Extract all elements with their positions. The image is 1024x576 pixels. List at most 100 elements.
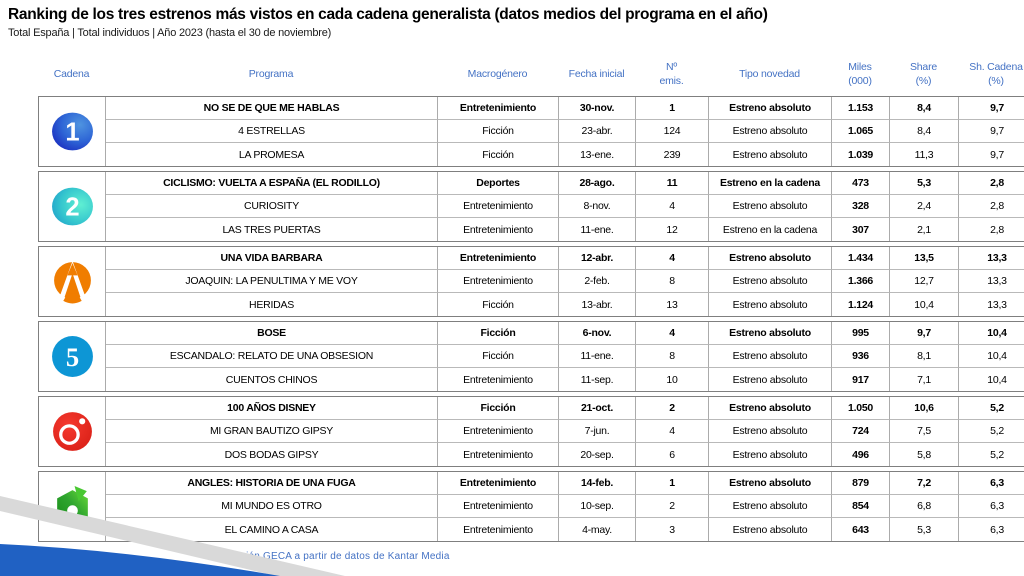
cell-emisiones: 3	[636, 518, 709, 541]
channel-block-cuatro: 100 AÑOS DISNEY Ficción 21-oct. 2 Estreno ab…	[38, 396, 1024, 467]
column-header-2: Macrogénero	[437, 56, 558, 92]
column-header-line1: Miles	[848, 60, 872, 73]
cell-fecha: 11-ene.	[559, 218, 636, 241]
cell-share_cadena: 13,3	[959, 270, 1024, 293]
cell-programa: CICLISMO: VUELTA A ESPAÑA (EL RODILLO)	[106, 172, 438, 195]
cell-fecha: 30-nov.	[559, 97, 636, 120]
cell-macrogenero: Deportes	[438, 172, 559, 195]
cell-share: 2,1	[890, 218, 959, 241]
cell-macrogenero: Entretenimiento	[438, 443, 559, 466]
cell-fecha: 2-feb.	[559, 270, 636, 293]
cell-share_cadena: 10,4	[959, 322, 1024, 345]
cell-share_cadena: 5,2	[990, 448, 1004, 461]
cell-miles: 473	[832, 172, 890, 195]
column-header-0: Cadena	[38, 56, 105, 92]
la2-logo-icon: 2	[51, 187, 93, 226]
corner-decoration	[0, 496, 345, 576]
cell-miles: 1.153	[832, 97, 890, 120]
cell-miles: 1.124	[832, 293, 890, 316]
cell-tipo: Estreno absoluto	[709, 270, 832, 293]
cell-miles: 724	[832, 420, 890, 443]
column-header-line1: Fecha inicial	[568, 67, 625, 80]
cell-emisiones: 4	[636, 195, 709, 218]
cell-emisiones: 8	[636, 270, 709, 293]
cell-tipo: Estreno absoluto	[709, 293, 832, 316]
table-header-row: Cadena Programa Macrogénero Fecha inicial Nº…	[38, 56, 1024, 92]
column-header-6: Miles (000)	[831, 56, 889, 92]
cell-programa: 100 AÑOS DISNEY	[106, 397, 438, 420]
cell-emisiones: 2	[636, 397, 709, 420]
cell-macrogenero: Entretenimiento	[438, 247, 559, 270]
cell-fecha: 23-abr.	[559, 120, 636, 143]
column-header-line1: Sh. Cadena	[969, 60, 1023, 73]
cell-fecha: 7-jun.	[559, 420, 636, 443]
cell-miles: 1.366	[832, 270, 890, 293]
cell-macrogenero: Ficción	[438, 143, 559, 166]
cell-emisiones: 12	[636, 218, 709, 241]
column-header-5: Tipo novedad	[708, 56, 831, 92]
cell-miles: 1.039	[832, 143, 890, 166]
cell-macrogenero: Entretenimiento	[438, 97, 559, 120]
cell-programa: DOS BODAS GIPSY	[106, 443, 438, 466]
cell-fecha: 6-nov.	[559, 322, 636, 345]
cell-miles: 1.434	[832, 247, 890, 270]
cell-miles: 917	[832, 368, 890, 391]
cell-programa: LAS TRES PUERTAS	[106, 218, 438, 241]
cell-miles: 1.065	[832, 120, 890, 143]
cell-emisiones: 6	[636, 443, 709, 466]
column-header-line1: Tipo novedad	[739, 67, 800, 80]
table-body: 1 NO SE DE QUE ME HABLAS Entretenimiento 3…	[38, 96, 1024, 542]
cell-miles: 328	[832, 195, 890, 218]
cell-tipo: Estreno en la cadena	[709, 218, 832, 241]
cell-share: 5,3	[890, 518, 959, 541]
channel-logo-cell-cuatro	[39, 397, 106, 466]
cell-tipo: Estreno absoluto	[709, 345, 832, 368]
cell-share: 8,4	[890, 97, 959, 120]
cell-emisiones: 1	[636, 472, 709, 495]
cell-share: 11,3	[890, 143, 959, 166]
cell-share: 7,2	[890, 472, 959, 495]
cell-miles: 496	[832, 443, 890, 466]
cell-share: 5,8	[890, 443, 959, 466]
cell-emisiones: 239	[636, 143, 709, 166]
cell-share_cadena: 9,7	[990, 148, 1004, 161]
cell-share_cadena: 6,3	[959, 495, 1024, 518]
cell-programa: JOAQUIN: LA PENULTIMA Y ME VOY	[106, 270, 438, 293]
channel-block-la1: 1 NO SE DE QUE ME HABLAS Entretenimiento 3…	[38, 96, 1024, 167]
cell-emisiones: 2	[636, 495, 709, 518]
cell-emisiones: 11	[636, 172, 709, 195]
column-header-line1: Nº	[665, 60, 678, 73]
cell-macrogenero: Ficción	[438, 293, 559, 316]
cell-fecha: 11-ene.	[559, 345, 636, 368]
cell-tipo: Estreno absoluto	[709, 518, 832, 541]
cell-programa: 4 ESTRELLAS	[106, 120, 438, 143]
cell-miles: 643	[832, 518, 890, 541]
column-header-line1: Programa	[248, 67, 294, 80]
svg-text:2: 2	[65, 194, 79, 222]
cell-share_cadena: 10,4	[987, 373, 1007, 386]
cell-share: 5,3	[890, 172, 959, 195]
cell-programa: NO SE DE QUE ME HABLAS	[106, 97, 438, 120]
source-credit: Elaboración GECA a partir de datos de Ka…	[205, 551, 450, 562]
cell-share: 10,4	[890, 293, 959, 316]
column-header-4: Nº emis.	[635, 56, 708, 92]
cell-share: 2,4	[890, 195, 959, 218]
cell-miles: 879	[832, 472, 890, 495]
cell-tipo: Estreno absoluto	[709, 368, 832, 391]
cell-share_cadena: 9,7	[959, 120, 1024, 143]
cell-programa: HERIDAS	[106, 293, 438, 316]
cell-share: 9,7	[890, 322, 959, 345]
svg-text:1: 1	[65, 119, 79, 147]
cell-share: 6,8	[890, 495, 959, 518]
column-header-line2: (%)	[988, 75, 1004, 87]
column-header-line1: Share	[909, 60, 938, 73]
cell-miles: 307	[832, 218, 890, 241]
cell-programa: EL CAMINO A CASA	[106, 518, 438, 541]
cell-macrogenero: Entretenimiento	[438, 472, 559, 495]
cell-programa: LA PROMESA	[106, 143, 438, 166]
cell-fecha: 28-ago.	[559, 172, 636, 195]
cell-fecha: 4-may.	[559, 518, 636, 541]
cell-macrogenero: Ficción	[438, 345, 559, 368]
channel-logo-cell-la1: 1	[39, 97, 106, 166]
cell-macrogenero: Ficción	[438, 120, 559, 143]
